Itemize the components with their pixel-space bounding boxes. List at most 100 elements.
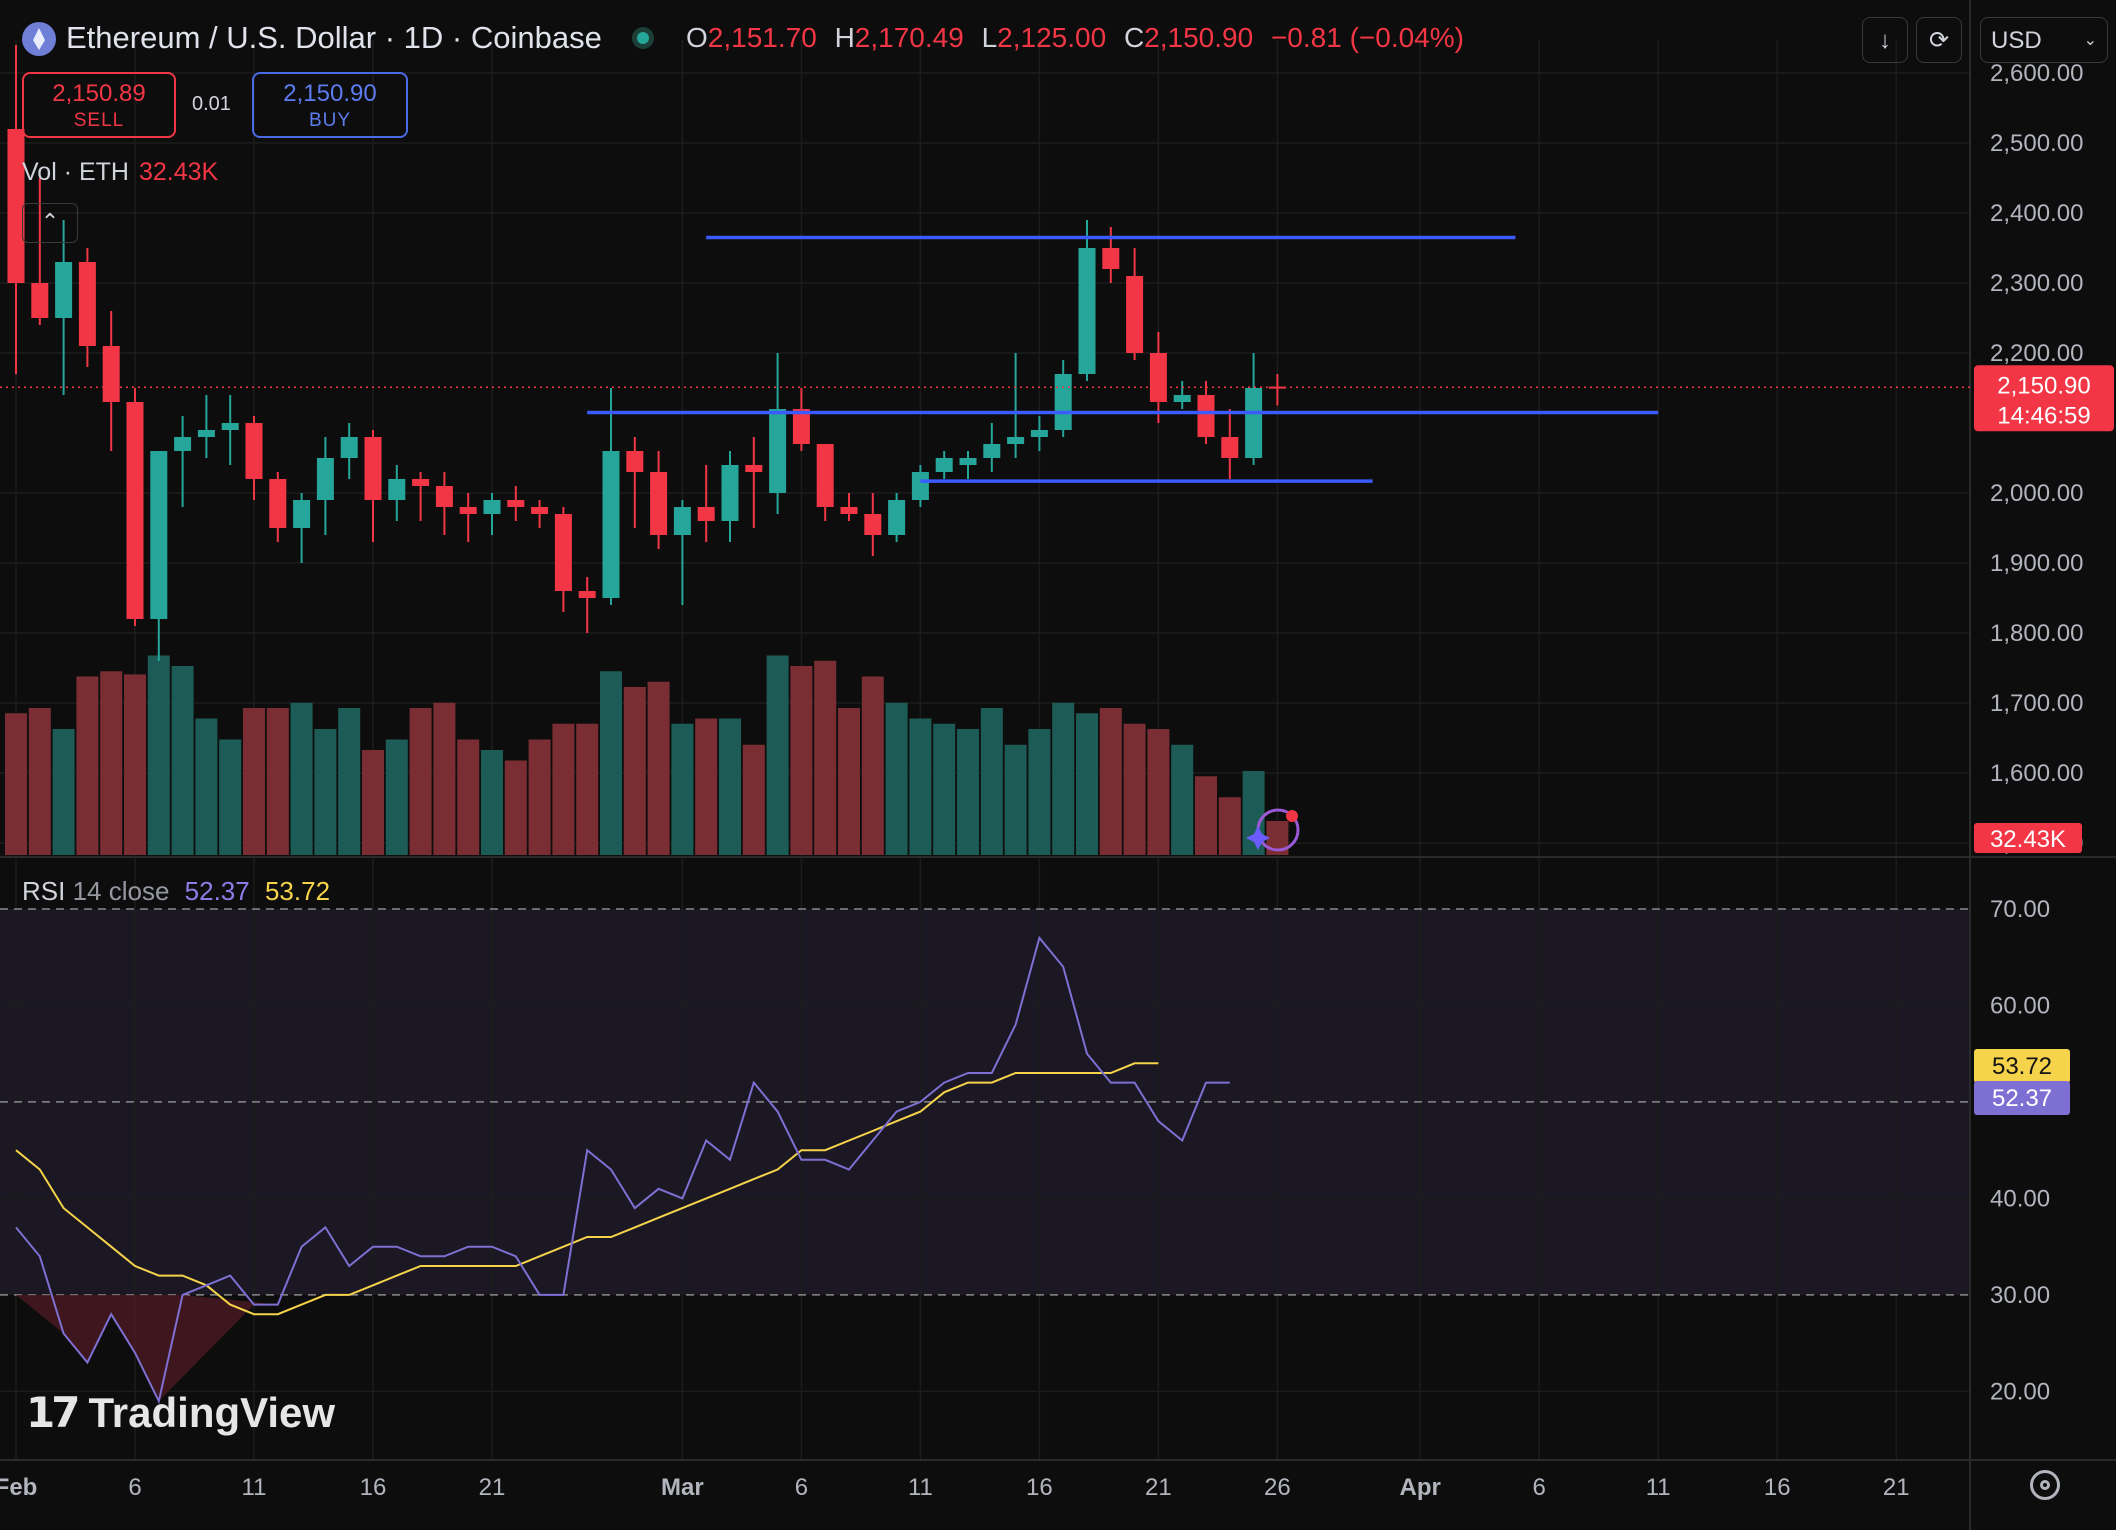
- candle: [1126, 248, 1144, 360]
- buy-button[interactable]: 2,150.90 BUY: [252, 72, 408, 138]
- time-tick-label: 21: [479, 1474, 506, 1501]
- candle: [435, 472, 453, 535]
- time-tick-label: 16: [1026, 1474, 1053, 1501]
- sell-button[interactable]: 2,150.89 SELL: [22, 72, 176, 138]
- volume-bar: [362, 750, 384, 855]
- arrow-down-icon[interactable]: ↓: [1862, 17, 1908, 63]
- candle: [245, 416, 263, 500]
- volume-bar: [1171, 744, 1194, 855]
- spread-value: 0.01: [192, 93, 231, 115]
- price-tick-label: 1,900.00: [1990, 550, 2083, 577]
- candle: [578, 577, 596, 633]
- high-value: 2,170.49: [854, 22, 964, 53]
- candle: [650, 451, 668, 549]
- candle: [864, 493, 882, 556]
- candle: [293, 493, 311, 563]
- gear-icon[interactable]: [2030, 1470, 2060, 1500]
- chart-header: Ethereum / U.S. Dollar · 1D · Coinbase O…: [0, 0, 2116, 80]
- volume-bar: [1266, 820, 1289, 855]
- volume-bar: [647, 681, 670, 855]
- volume-bar: [290, 702, 313, 855]
- volume-bar: [1076, 713, 1098, 855]
- time-tick-label: Feb: [0, 1474, 37, 1501]
- time-tick-label: 21: [1145, 1474, 1172, 1501]
- symbol-title[interactable]: Ethereum / U.S. Dollar · 1D · Coinbase: [66, 20, 602, 55]
- price-tick-label: 2,600.00: [1990, 60, 2083, 87]
- volume-bar: [552, 723, 575, 855]
- currency-select[interactable]: USD ⌄: [1980, 17, 2108, 63]
- volume-bar: [124, 674, 146, 855]
- candle: [412, 472, 430, 521]
- candle: [78, 248, 96, 367]
- volume-bar: [742, 744, 765, 855]
- volume-bar: [195, 718, 218, 855]
- change-value: −0.81 (−0.04%): [1270, 22, 1464, 53]
- rsi-tick-label: 20.00: [1990, 1378, 2050, 1405]
- rsi-tick-label: 40.00: [1990, 1185, 2050, 1212]
- rsi-tick-label: 60.00: [1990, 992, 2050, 1019]
- volume-bar: [790, 666, 813, 855]
- rsi-tick-label: 70.00: [1990, 896, 2050, 923]
- ethereum-icon: [22, 22, 56, 56]
- volume-bar: [957, 729, 979, 855]
- open-value: 2,151.70: [707, 22, 817, 53]
- volume-bar: [909, 718, 932, 855]
- candle: [1149, 332, 1167, 423]
- price-tick-label: 1,600.00: [1990, 760, 2083, 787]
- candle: [197, 395, 215, 458]
- candle: [959, 451, 977, 479]
- candle: [1245, 353, 1263, 465]
- time-tick-label: 26: [1264, 1474, 1291, 1501]
- candle: [126, 388, 144, 626]
- candle: [55, 220, 73, 395]
- time-tick-label: 11: [1646, 1474, 1671, 1501]
- rsi-legend: RSI 14 close 52.37 53.72: [22, 876, 331, 906]
- volume-bar: [481, 750, 503, 855]
- volume-bar: [1028, 729, 1051, 855]
- candle: [221, 395, 239, 465]
- volume-bar: [1195, 776, 1217, 855]
- volume-badge: [1974, 823, 2082, 853]
- price-tick-label: 2,400.00: [1990, 200, 2083, 227]
- candle: [983, 423, 1001, 472]
- volume-bar: [266, 708, 289, 855]
- candle: [1221, 409, 1239, 479]
- candle: [31, 178, 49, 325]
- volume-bar: [409, 708, 432, 855]
- time-tick-label: 6: [795, 1474, 808, 1501]
- candle: [1173, 381, 1191, 409]
- price-tick-label: 2,300.00: [1990, 270, 2083, 297]
- candle: [459, 493, 477, 542]
- candle: [1268, 374, 1286, 406]
- volume-bar: [219, 739, 242, 855]
- candle: [174, 416, 192, 507]
- chevron-up-icon[interactable]: ⌃: [22, 203, 78, 243]
- price-tick-label: 2,200.00: [1990, 340, 2083, 367]
- time-tick-label: 16: [360, 1474, 387, 1501]
- tradingview-logo[interactable]: 17 TradingView: [26, 1388, 336, 1437]
- volume-bar: [52, 729, 75, 855]
- countdown-label: 14:46:59: [1997, 402, 2090, 429]
- volume-bar: [1052, 702, 1075, 855]
- volume-bar: [100, 671, 123, 855]
- compare-icon[interactable]: ⟳: [1916, 17, 1962, 63]
- candle: [7, 45, 25, 374]
- volume-bar: [885, 702, 908, 855]
- time-tick-label: 6: [1533, 1474, 1546, 1501]
- candle: [1007, 353, 1025, 458]
- rsi-line: [15, 935, 1230, 1405]
- volume-bar: [1099, 708, 1122, 855]
- volume-bar: [671, 723, 694, 855]
- volume-bar: [504, 760, 527, 855]
- volume-bar: [147, 655, 170, 855]
- candle: [745, 437, 763, 528]
- candle: [626, 437, 644, 528]
- time-tick-label: Mar: [661, 1474, 704, 1501]
- candle: [911, 465, 929, 507]
- volume-bar: [76, 676, 99, 855]
- volume-bar: [766, 655, 789, 855]
- low-value: 2,125.00: [997, 22, 1107, 53]
- price-tick-label: 2,500.00: [1990, 130, 2083, 157]
- volume-bar: [528, 739, 551, 855]
